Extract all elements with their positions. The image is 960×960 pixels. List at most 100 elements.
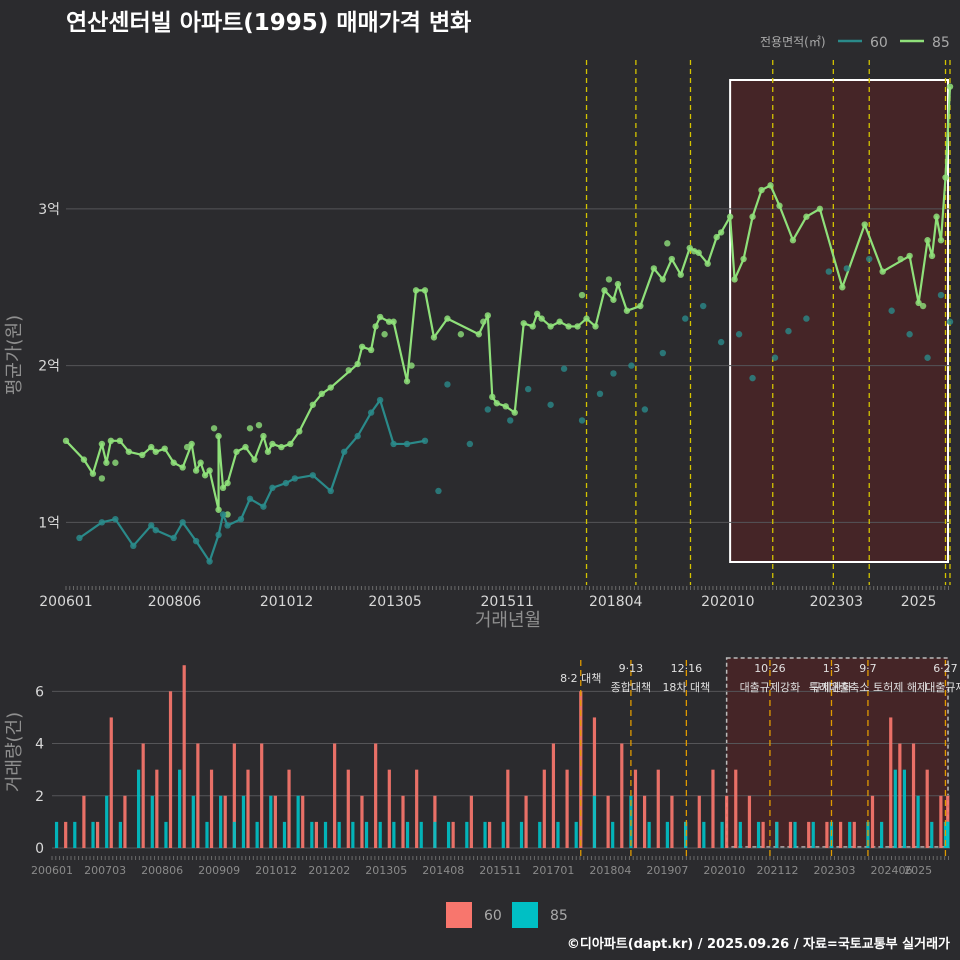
x-tick-label: 201511 [481,594,534,610]
data-point-85 [367,346,375,354]
data-point-85 [269,440,276,448]
volume-bar-85 [392,821,396,848]
data-point-60 [219,511,227,518]
data-point-60 [866,255,873,263]
top-highlight-layer [729,79,949,563]
volume-bar-60 [606,795,610,848]
bottom-x-tick-label: 201202 [308,864,350,877]
series-line-60 [78,398,426,563]
x-tick-label: 200806 [148,594,202,610]
data-point-60 [888,307,895,314]
data-point-85 [484,312,492,319]
data-point-85 [112,459,119,466]
data-point-60 [825,268,833,275]
volume-bar-60 [633,769,638,848]
data-point-85 [89,470,97,477]
data-point-60 [749,374,756,382]
policy-label: 10·26 [754,662,786,675]
volume-bar-60 [807,821,811,848]
data-point-85 [98,475,106,482]
data-point-85 [493,400,500,407]
data-point-85 [80,456,88,463]
data-point-85 [287,440,294,448]
bottom-x-tick-label: 201804 [589,864,631,877]
chart-title: 연산센터빌 아파트(1995) 매매가격 변화 [66,10,471,36]
bottom-x-tick-label: 201012 [255,864,297,877]
volume-bar-60 [314,821,318,848]
volume-bar-85 [364,821,369,848]
volume-bar-85 [880,821,884,848]
volume-bar-85 [282,821,287,848]
policy-label: 6·27 [933,662,958,675]
volume-bar-85 [405,821,410,848]
data-point-85 [148,443,155,451]
volume-bar-60 [415,769,419,848]
top-legend: 전용면적(㎡) 60 85 [760,35,950,51]
data-point-85 [637,302,644,310]
data-point-60 [152,526,159,534]
volume-bar-60 [273,795,277,848]
data-point-60 [206,558,213,565]
volume-bar-85 [756,821,761,848]
y-tick-label: 3억 [38,202,60,218]
y-tick-label: 1억 [38,515,60,531]
data-point-60 [246,495,254,503]
bottom-highlight-border [725,657,949,848]
volume-bar-60 [387,769,391,848]
data-point-85 [403,378,411,385]
volume-bar-60 [642,795,647,848]
volume-bar-85 [310,821,314,848]
data-point-60 [596,390,604,398]
volume-bar-60 [287,769,291,848]
volume-bar-60 [95,821,100,848]
volume-bar-85 [916,795,920,848]
data-point-60 [937,291,945,299]
data-point-85 [879,268,886,275]
data-point-85 [430,334,438,341]
bottom-x-tick-label: 200806 [141,864,183,877]
data-point-85 [116,437,124,445]
data-point-85 [677,271,684,278]
data-point-85 [861,221,868,228]
data-point-60 [771,354,779,361]
volume-bar-85 [720,821,724,848]
volume-bar-85 [902,769,907,848]
data-point-85 [601,287,608,294]
legend-label-85: 85 [932,35,950,51]
data-point-85 [717,229,725,236]
volume-bar-85 [592,795,597,848]
data-point-85 [264,448,272,455]
volume-bar-60 [747,795,752,848]
data-point-85 [327,384,334,391]
volume-bar-60 [469,795,473,848]
bottom-y-tick-label: 6 [35,684,44,700]
volume-bar-85 [118,821,122,848]
data-point-85 [345,367,352,374]
volume-bar-85 [665,821,669,848]
data-point-85 [224,479,231,487]
highlight-region [730,80,948,562]
volume-bar-60 [260,743,264,848]
volume-bar-60 [451,821,455,848]
volume-bar-85 [647,821,651,848]
bottom-legend: 60 85 [446,902,568,928]
volume-bar-60 [168,691,173,848]
data-point-85 [704,260,711,267]
volume-bar-60 [246,769,250,848]
data-point-85 [98,440,106,448]
data-point-85 [210,425,218,432]
volume-bar-60 [725,795,729,848]
volume-bar-85 [269,795,273,848]
data-point-60 [435,487,442,495]
bottom-x-tick-label: 202112 [757,864,799,877]
data-point-60 [628,362,635,369]
volume-bar-85 [775,821,779,848]
volume-bar-60 [209,769,214,848]
data-point-85 [547,323,554,330]
volume-bar-60 [141,743,145,848]
data-point-60 [717,338,725,346]
volume-bar-85 [702,821,706,848]
data-point-85 [197,459,204,466]
data-point-60 [354,432,361,440]
data-point-85 [188,440,195,448]
